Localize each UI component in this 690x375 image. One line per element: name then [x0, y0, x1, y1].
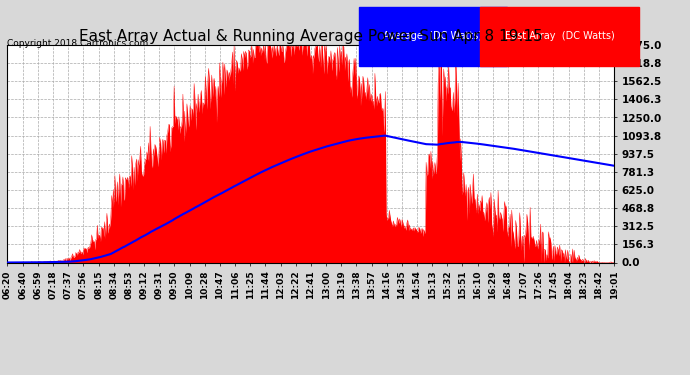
Title: East Array Actual & Running Average Power Sun Apr 8 19:15: East Array Actual & Running Average Powe…: [79, 29, 542, 44]
Text: East Array  (DC Watts): East Array (DC Watts): [505, 31, 615, 41]
Text: Average  (DC Watts): Average (DC Watts): [384, 31, 482, 41]
Text: Copyright 2018 Cartronics.com: Copyright 2018 Cartronics.com: [7, 39, 148, 48]
